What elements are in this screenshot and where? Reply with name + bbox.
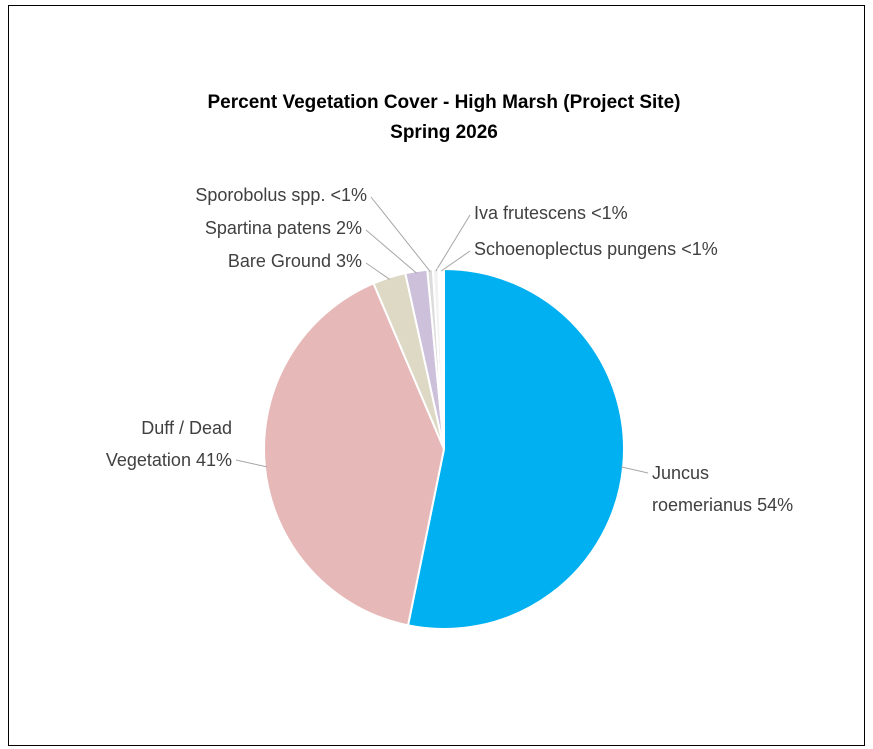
data-label: Bare Ground 3% [228, 245, 362, 277]
leader-line [235, 459, 268, 468]
chart-subtitle: Spring 2026 [390, 122, 498, 143]
label-category: Bare Ground [227, 251, 331, 271]
label-value: <1% [681, 239, 718, 259]
data-label: Juncus roemerianus 54% [652, 457, 807, 521]
leader-line [370, 196, 431, 272]
label-category: Sporobolus spp. [195, 185, 326, 205]
leader-line [365, 262, 391, 280]
label-value: <1% [591, 203, 628, 223]
data-label: Sporobolus spp. <1% [195, 179, 367, 211]
label-category: Iva frutescens [474, 203, 587, 223]
leader-line [435, 214, 471, 272]
label-value: <1% [330, 185, 367, 205]
data-label: Schoenoplectus pungens <1% [474, 233, 718, 265]
data-label: Spartina patens 2% [205, 212, 362, 244]
label-category: Juncus roemerianus [652, 463, 753, 515]
label-category: Schoenoplectus pungens [474, 239, 677, 259]
label-category: Spartina patens [204, 218, 331, 238]
chart-title: Percent Vegetation Cover - High Marsh (P… [208, 92, 681, 113]
label-value: 54% [757, 495, 794, 515]
leader-line [365, 229, 417, 274]
data-label: Duff / Dead Vegetation 41% [72, 412, 232, 476]
pie-slice [263, 282, 446, 627]
label-value: 41% [195, 450, 232, 470]
label-category: Duff / Dead Vegetation [105, 418, 232, 470]
label-value: 3% [335, 251, 362, 271]
leader-line [440, 250, 471, 272]
data-label: Iva frutescens <1% [474, 197, 628, 229]
label-value: 2% [335, 218, 362, 238]
leader-line [620, 466, 649, 474]
